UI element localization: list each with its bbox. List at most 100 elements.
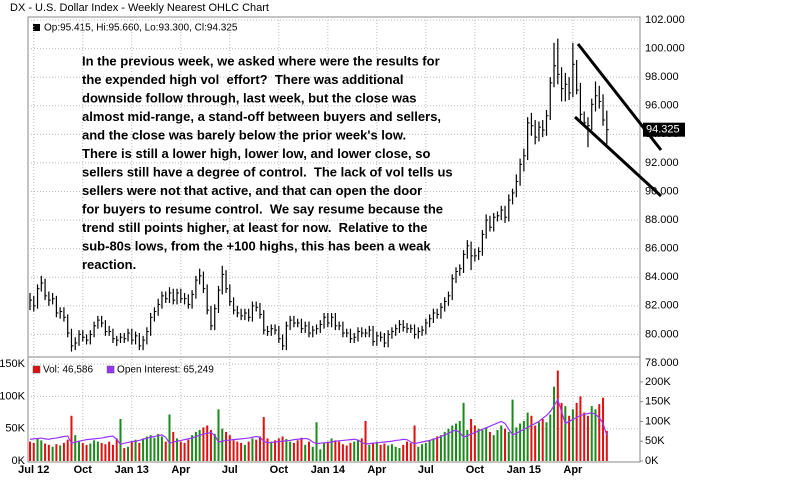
volume-bar bbox=[270, 441, 273, 461]
volume-bar bbox=[390, 444, 393, 461]
volume-bar bbox=[439, 435, 442, 461]
volume-bar bbox=[530, 415, 533, 461]
volume-bar bbox=[104, 444, 107, 461]
x-tick-label: Jan 13 bbox=[115, 464, 149, 476]
volume-bar bbox=[379, 444, 382, 461]
y-tick-label: 88.000 bbox=[645, 214, 679, 226]
y2-tick-label: 200K bbox=[645, 376, 671, 388]
volume-bar bbox=[85, 444, 88, 461]
volume-bar bbox=[590, 406, 593, 461]
volume-bar bbox=[228, 435, 231, 461]
volume-bar bbox=[277, 438, 280, 461]
volume-bar bbox=[522, 420, 525, 461]
volume-bar bbox=[262, 417, 265, 461]
volume-bar bbox=[296, 440, 299, 461]
volume-bar bbox=[424, 442, 427, 461]
ohlc-legend-swatch bbox=[33, 24, 40, 31]
x-tick-label: Oct bbox=[270, 464, 289, 476]
volume-bar bbox=[153, 437, 156, 461]
y-tick-label: 78.000 bbox=[645, 357, 679, 369]
y-tick-label: 102.000 bbox=[645, 14, 685, 26]
x-tick-label: Jul bbox=[418, 464, 434, 476]
legend-swatch bbox=[32, 365, 41, 374]
volume-bar bbox=[142, 438, 145, 461]
volume-bar bbox=[130, 441, 133, 461]
volume-bar bbox=[198, 429, 201, 461]
volume-bar bbox=[127, 446, 130, 461]
volume-bar bbox=[398, 448, 401, 461]
volume-bar bbox=[598, 404, 601, 461]
y-tick-label: 82.000 bbox=[645, 300, 679, 312]
last-price-box bbox=[643, 122, 685, 137]
volume-bar bbox=[221, 428, 224, 461]
volume-bar bbox=[334, 440, 337, 461]
volume-bar bbox=[519, 423, 522, 461]
volume-bar bbox=[556, 370, 559, 461]
volume-bar bbox=[485, 427, 488, 461]
volume-bar bbox=[251, 438, 254, 461]
volume-bar bbox=[81, 442, 84, 461]
annotation-line: In the previous week, we asked where wer… bbox=[82, 53, 440, 68]
volume-bar bbox=[549, 414, 552, 461]
annotation-line: sub-80s lows, from the +100 highs, this … bbox=[82, 238, 431, 253]
volume-bar bbox=[134, 439, 137, 461]
x-tick-label: Jan 14 bbox=[311, 464, 346, 476]
volume-bar bbox=[349, 442, 352, 461]
volume-bar bbox=[515, 427, 518, 461]
annotation-line: reaction. bbox=[82, 257, 136, 272]
volume-bar bbox=[266, 438, 269, 461]
volume-bar bbox=[447, 428, 450, 461]
volume-bar bbox=[564, 406, 567, 461]
annotation-line: downside follow through, last week, but … bbox=[82, 90, 416, 105]
volume-bar bbox=[315, 422, 318, 461]
ohlc-legend: Op:95.415, Hi:95.660, Lo:93.300, Cl:94.3… bbox=[44, 23, 238, 34]
volume-bar bbox=[560, 402, 563, 461]
volume-bar bbox=[59, 445, 62, 461]
volume-bar bbox=[372, 442, 375, 461]
x-tick-label: Apr bbox=[367, 464, 387, 476]
volume-bar bbox=[289, 441, 292, 461]
volume-bar bbox=[240, 442, 243, 461]
trend-line bbox=[576, 43, 663, 151]
volume-bar bbox=[537, 422, 540, 461]
volume-bar bbox=[526, 412, 529, 461]
volume-bar bbox=[70, 415, 73, 461]
volume-bar bbox=[575, 402, 578, 461]
volume-bar bbox=[387, 445, 390, 461]
volume-bar bbox=[428, 440, 431, 461]
x-tick-label: Apr bbox=[171, 464, 191, 476]
x-tick-label: Jul bbox=[222, 464, 238, 476]
marks: 102.000100.00098.00096.00094.00092.00090… bbox=[0, 14, 685, 476]
annotation-line: and the close was barely below the prior… bbox=[82, 127, 406, 142]
volume-bar bbox=[292, 442, 295, 461]
legend-swatch bbox=[106, 365, 115, 374]
volume-bar bbox=[236, 441, 239, 461]
volume-bar bbox=[213, 433, 216, 461]
volume-bar bbox=[168, 414, 171, 461]
chart-title: DX - U.S. Dollar Index - Weekly Nearest … bbox=[10, 2, 269, 14]
volume-bar bbox=[55, 444, 58, 461]
volume-bar bbox=[44, 443, 47, 461]
last-price-label: 94.325 bbox=[646, 124, 680, 136]
volume-bar bbox=[594, 409, 597, 461]
volume-bar bbox=[307, 441, 310, 461]
volume-bar bbox=[300, 437, 303, 461]
volume-frame bbox=[27, 356, 641, 463]
volume-bar bbox=[206, 425, 209, 461]
volume-bar bbox=[602, 397, 605, 461]
volume-bar bbox=[100, 442, 103, 461]
legend-label: Open Interest: 65,249 bbox=[117, 365, 214, 376]
y-tick-label: 150K bbox=[0, 358, 26, 370]
volume-bar bbox=[534, 425, 537, 461]
volume-bar bbox=[406, 441, 408, 461]
volume-bar bbox=[466, 429, 469, 461]
volume-bar bbox=[462, 402, 465, 461]
volume-bar bbox=[164, 441, 167, 461]
volume-bar bbox=[255, 439, 258, 461]
volume-bar bbox=[451, 425, 454, 461]
volume-bar bbox=[145, 436, 148, 461]
legend-label: Vol: 46,586 bbox=[43, 365, 93, 376]
volume-bar bbox=[319, 449, 322, 461]
y2-tick-label: 50K bbox=[645, 435, 665, 447]
volume-bar bbox=[568, 415, 571, 461]
